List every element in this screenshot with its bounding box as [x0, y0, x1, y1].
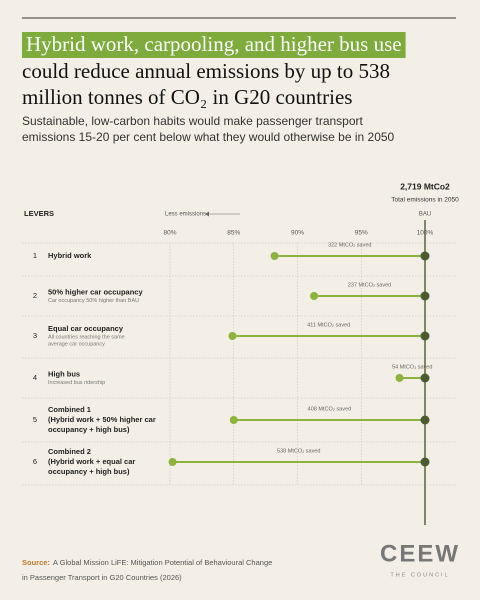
savings-label: 322 MtCO₂ saved [328, 242, 371, 248]
row-number: 2 [33, 291, 37, 300]
lever-dot [229, 416, 238, 424]
row-note: All countries reaching the same [48, 334, 125, 340]
lever-dot [228, 332, 237, 340]
savings-label: 411 MtCO₂ saved [307, 322, 350, 328]
source-label: Source: [22, 558, 50, 567]
bau-dot [420, 291, 430, 301]
x-tick-label: 80% [163, 230, 176, 237]
lever-dot [270, 252, 279, 260]
row-number: 4 [33, 373, 37, 382]
savings-label: 237 MtCO₂ saved [348, 282, 391, 288]
row-number: 5 [33, 415, 37, 424]
lever-dot [310, 292, 319, 300]
row-number: 1 [33, 251, 37, 260]
x-tick-label: 90% [291, 230, 304, 237]
row-name: (Hybrid work + equal car [48, 457, 135, 466]
row-name: 50% higher car occupancy [48, 287, 143, 296]
row-note: average car occupancy [48, 341, 105, 347]
title-highlight-text: Hybrid work, carpooling, and higher bus … [26, 32, 402, 56]
row-name: occupancy + high bus) [48, 425, 130, 434]
savings-label: 54 MtCO₂ saved [392, 364, 432, 370]
total-note: Total emissions in 2050 [391, 197, 459, 204]
row-name: High bus [48, 369, 80, 378]
bau-dot [420, 373, 430, 383]
title-line: could reduce annual emissions by up to 5… [22, 59, 390, 83]
row-name: (Hybrid work + 50% higher car [48, 415, 156, 424]
bau-dot [420, 457, 430, 467]
logo-tagline: THE COUNCIL [390, 572, 449, 578]
subtitle: emissions 15-20 per cent below what they… [22, 130, 395, 144]
bau-dot [420, 415, 430, 425]
direction-label: Less emissions [165, 212, 206, 218]
source-text: A Global Mission LiFE: Mitigation Potent… [53, 558, 272, 567]
row-name: occupancy + high bus) [48, 467, 130, 476]
levers-label: LEVERS [24, 209, 54, 218]
title-highlight [22, 32, 406, 58]
row-note: Car occupancy 50% higher than BAU [48, 298, 139, 304]
x-tick-label: 95% [355, 230, 368, 237]
row-name: Combined 1 [48, 405, 91, 414]
row-name: Combined 2 [48, 447, 91, 456]
savings-label: 538 MtCO₂ saved [277, 448, 320, 454]
title-line: million tonnes of CO₂ in G20 countries [22, 85, 352, 109]
total-emissions: 2,719 MtCo2 [400, 181, 450, 191]
baseline-label: BAU [419, 212, 431, 218]
row-note: Increased bus ridership [48, 380, 105, 386]
row-name: Equal car occupancy [48, 324, 124, 333]
bau-dot [420, 331, 430, 341]
subtitle: Sustainable, low-carbon habits would mak… [22, 114, 364, 128]
x-tick-label: 85% [227, 230, 240, 237]
lever-dot [168, 458, 177, 466]
direction-arrowhead [205, 211, 209, 217]
savings-label: 408 MtCO₂ saved [308, 406, 351, 412]
lever-dot [395, 374, 404, 382]
row-number: 3 [33, 331, 37, 340]
row-name: Hybrid work [48, 251, 92, 260]
source-text: in Passenger Transport in G20 Countries … [22, 573, 182, 582]
logo: CEEW [380, 540, 460, 567]
row-number: 6 [33, 457, 37, 466]
bau-dot [420, 251, 430, 261]
